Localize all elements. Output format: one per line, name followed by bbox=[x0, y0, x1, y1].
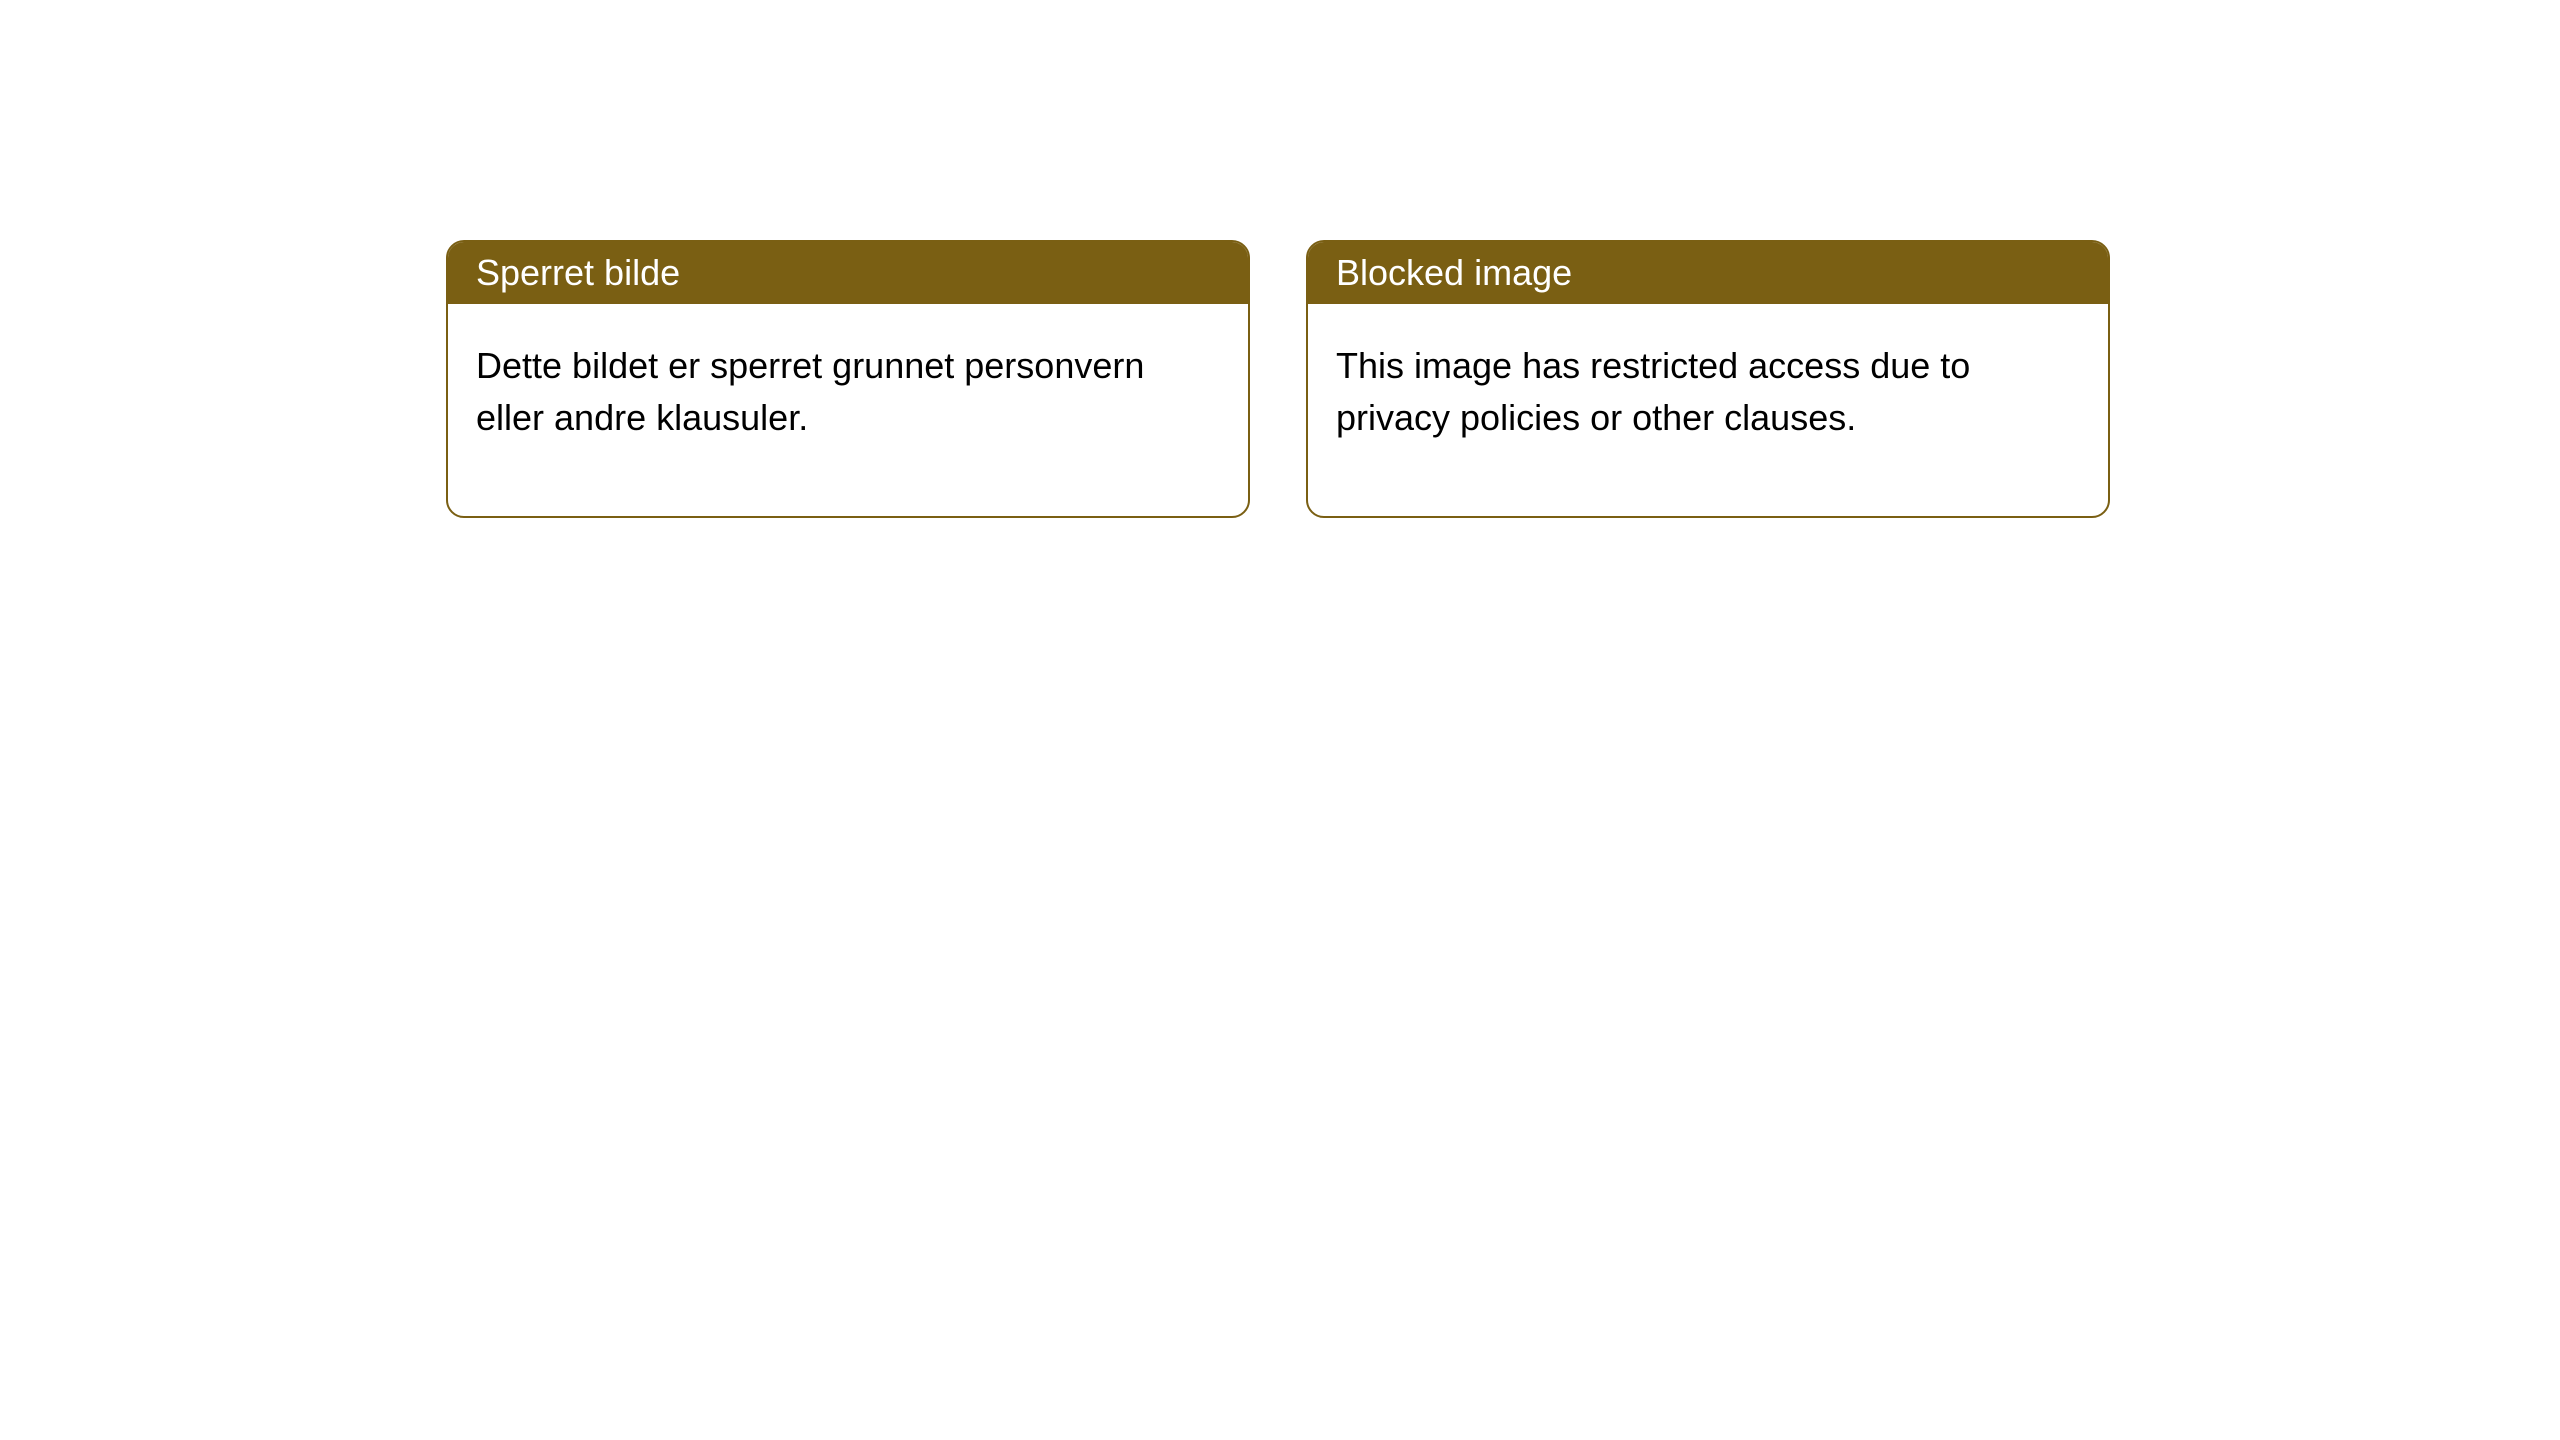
notice-card-en: Blocked image This image has restricted … bbox=[1306, 240, 2110, 518]
notice-container: Sperret bilde Dette bildet er sperret gr… bbox=[446, 240, 2110, 518]
notice-card-no: Sperret bilde Dette bildet er sperret gr… bbox=[446, 240, 1250, 518]
notice-body-no: Dette bildet er sperret grunnet personve… bbox=[448, 304, 1248, 516]
notice-header-no: Sperret bilde bbox=[448, 242, 1248, 304]
notice-body-en: This image has restricted access due to … bbox=[1308, 304, 2108, 516]
notice-header-en: Blocked image bbox=[1308, 242, 2108, 304]
